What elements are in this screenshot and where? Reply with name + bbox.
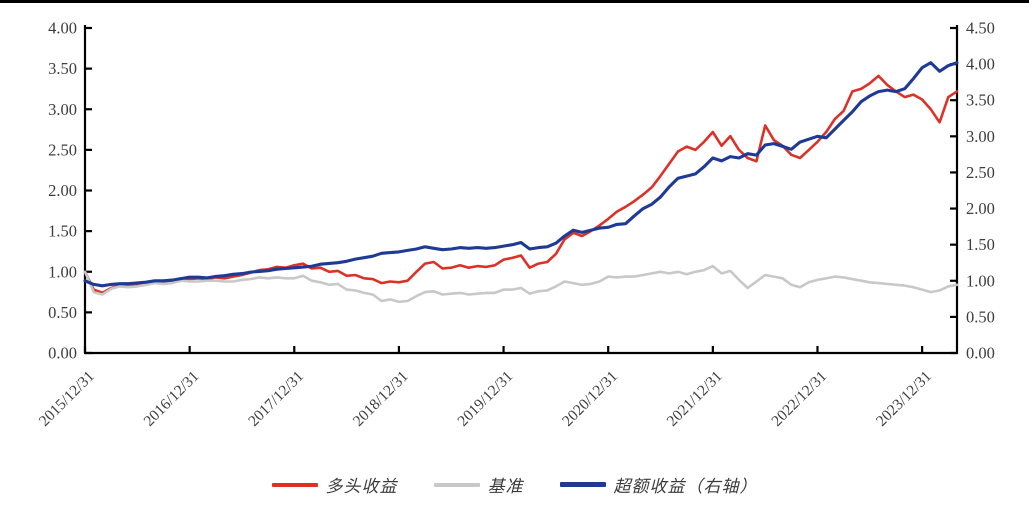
x-axis-label: 2023/12/31 (873, 368, 935, 430)
y-axis-left-label: 1.00 (48, 262, 77, 281)
legend-line-benchmark-icon (433, 482, 480, 487)
legend-label-benchmark: 基准 (487, 477, 524, 496)
y-axis-left-label: 3.50 (48, 59, 77, 78)
top-border-line (0, 0, 1029, 3)
series-line-excess-return (83, 61, 959, 288)
y-axis-left-label: 2.00 (48, 181, 77, 200)
x-axis-label: 2021/12/31 (664, 368, 726, 430)
series-line-benchmark (83, 264, 959, 304)
series-line-long-return (83, 74, 959, 295)
x-axis-label: 2016/12/31 (141, 368, 203, 430)
x-axis-label: 2019/12/31 (454, 368, 516, 430)
y-axis-left-label: 0.50 (48, 303, 77, 322)
legend-label-long-return: 多头收益 (325, 477, 398, 496)
y-axis-right-label: 4.50 (966, 19, 995, 38)
y-axis-left-label: 3.00 (48, 100, 77, 119)
chart-legend: 多头收益 基准 超额收益（右轴） (0, 472, 1029, 497)
legend-item-benchmark: 基准 (433, 472, 524, 497)
y-axis-right-label: 1.00 (966, 271, 995, 290)
y-axis-right-label: 1.50 (966, 235, 995, 254)
y-axis-right-label: 3.50 (966, 91, 995, 110)
y-axis-right-label: 2.00 (966, 199, 995, 218)
legend-line-excess-return-icon (559, 482, 606, 487)
legend-item-excess-return: 超额收益（右轴） (559, 472, 758, 497)
y-axis-right-label: 3.00 (966, 127, 995, 146)
y-axis-left-label: 1.50 (48, 222, 77, 241)
y-axis-right-label: 4.00 (966, 55, 995, 74)
y-axis-right-label: 2.50 (966, 163, 995, 182)
y-axis-left-label: 4.00 (48, 19, 77, 38)
y-axis-right-label: 0.00 (966, 344, 995, 363)
x-axis-label: 2015/12/31 (36, 368, 98, 430)
y-axis-right-label: 0.50 (966, 307, 995, 326)
legend-line-long-return-icon (271, 482, 318, 487)
y-axis-left-label: 0.00 (48, 344, 77, 363)
y-axis-left-label: 2.50 (48, 140, 77, 159)
x-axis-label: 2018/12/31 (350, 368, 412, 430)
x-axis-label: 2022/12/31 (768, 368, 830, 430)
x-axis-label: 2017/12/31 (245, 368, 307, 430)
legend-label-excess-return: 超额收益（右轴） (613, 477, 758, 496)
x-axis-label: 2020/12/31 (559, 368, 621, 430)
legend-item-long-return: 多头收益 (271, 472, 398, 497)
